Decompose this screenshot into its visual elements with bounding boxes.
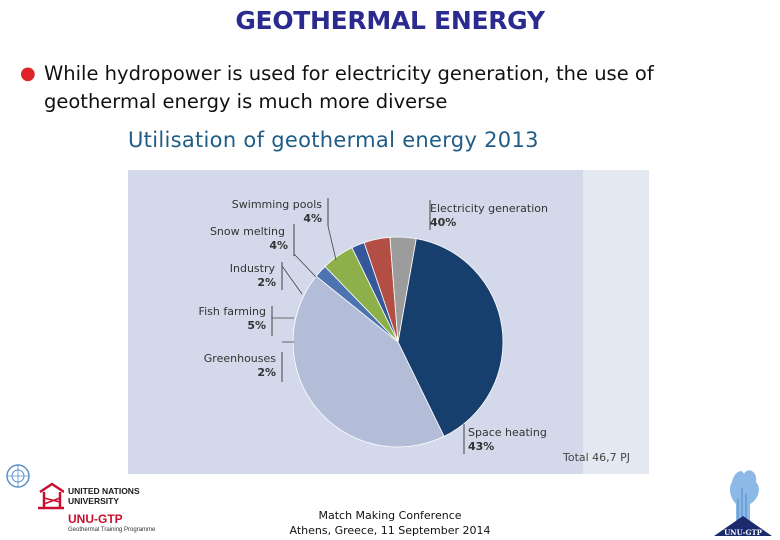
footer-line-1: Match Making Conference (318, 509, 462, 522)
slice-value-label: 2% (257, 366, 276, 379)
slice-label: Electricity generation (430, 202, 548, 215)
slice-value-label: 40% (430, 216, 456, 229)
slice-value-label: 5% (247, 319, 266, 332)
unu-name: UNITED NATIONS UNIVERSITY (68, 486, 140, 506)
pie-slice-swimming-pools (389, 236, 417, 343)
unu-gtp-logo-text: UNU-GTP (724, 528, 763, 537)
un-emblem-icon (6, 464, 64, 510)
label-leader-line (281, 265, 303, 295)
unu-logo-block: UNITED NATIONS UNIVERSITY UNU-GTP Geothe… (4, 462, 184, 533)
slide-title: GEOTHERMAL ENERGY (235, 6, 545, 35)
pie-slice-space-heating (292, 275, 445, 448)
slice-label: Greenhouses (204, 352, 276, 365)
pie-slices (292, 236, 504, 448)
slice-label: Space heating (468, 426, 547, 439)
label-leader-line (293, 253, 317, 278)
total-label: Total 46,7 PJ (562, 451, 630, 464)
bullet-text: While hydropower is used for electricity… (44, 62, 654, 113)
geyser-icon (729, 470, 759, 528)
pie-slice-electricity-generation (397, 238, 504, 437)
label-leader-line (327, 225, 337, 261)
slice-label: Fish farming (199, 305, 266, 318)
slice-label: Industry (230, 262, 276, 275)
slice-value-label: 43% (468, 440, 494, 453)
mountain-icon (714, 516, 772, 536)
gtp-name: UNU-GTP (68, 512, 123, 526)
slice-label: Swimming pools (232, 198, 322, 211)
slice-value-label: 4% (303, 212, 322, 225)
chart-side-panel (583, 170, 649, 474)
slice-value-label: 2% (257, 276, 276, 289)
footer-conference: Match Making Conference Athens, Greece, … (240, 508, 540, 538)
gtp-subtitle: Geothermal Training Programme (68, 527, 156, 533)
bullet-dot-icon: ● (20, 63, 36, 84)
footer-line-2: Athens, Greece, 11 September 2014 (289, 524, 491, 537)
slice-label: Snow melting (210, 225, 285, 238)
chart-title: Utilisation of geothermal energy 2013 (128, 128, 539, 152)
slice-value-label: 4% (269, 239, 288, 252)
unu-gtp-geyser-logo: UNU-GTP (714, 470, 772, 537)
